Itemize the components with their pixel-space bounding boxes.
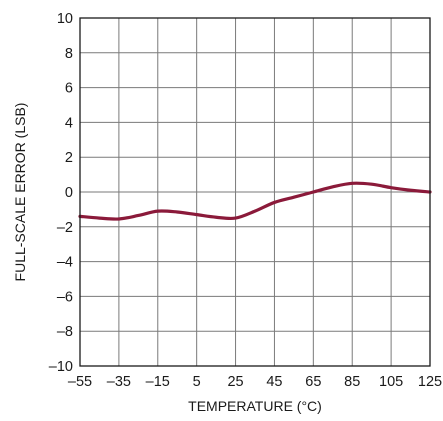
y-tick-label: –8: [57, 324, 73, 340]
x-tick-label: 105: [379, 374, 403, 390]
y-tick-label: 8: [65, 46, 73, 62]
y-tick-label: 6: [65, 81, 73, 97]
x-tick-label: 5: [193, 374, 201, 390]
x-tick-label: 25: [227, 374, 243, 390]
x-tick-label: –15: [146, 374, 170, 390]
x-axis-tick-labels: –55 –35 –15 5 25 45 65 85 105 125: [68, 374, 442, 390]
y-axis-title: FULL-SCALE ERROR (LSB): [12, 103, 28, 282]
y-tick-label: 10: [57, 11, 73, 27]
grid: [80, 18, 430, 366]
full-scale-error-series-line: [78, 181, 432, 221]
y-axis-tick-labels: –10 –8 –6 –4 –2 0 2 4 6 8 10: [49, 11, 73, 375]
series-layer: [78, 181, 432, 221]
x-tick-label: 65: [305, 374, 321, 390]
y-tick-label: –4: [57, 255, 73, 271]
x-tick-label: –55: [68, 374, 92, 390]
y-tick-label: –10: [49, 359, 73, 375]
plot-frame: [79, 17, 431, 367]
x-axis-title: TEMPERATURE (°C): [188, 398, 322, 414]
y-tick-label: 0: [65, 185, 73, 201]
y-tick-label: –6: [57, 289, 73, 305]
y-tick-label: 4: [65, 115, 73, 131]
x-tick-label: 125: [418, 374, 442, 390]
x-tick-label: 45: [266, 374, 282, 390]
x-tick-label: 85: [344, 374, 360, 390]
y-tick-label: 2: [65, 150, 73, 166]
x-tick-label: –35: [107, 374, 131, 390]
y-tick-label: –2: [57, 220, 73, 236]
